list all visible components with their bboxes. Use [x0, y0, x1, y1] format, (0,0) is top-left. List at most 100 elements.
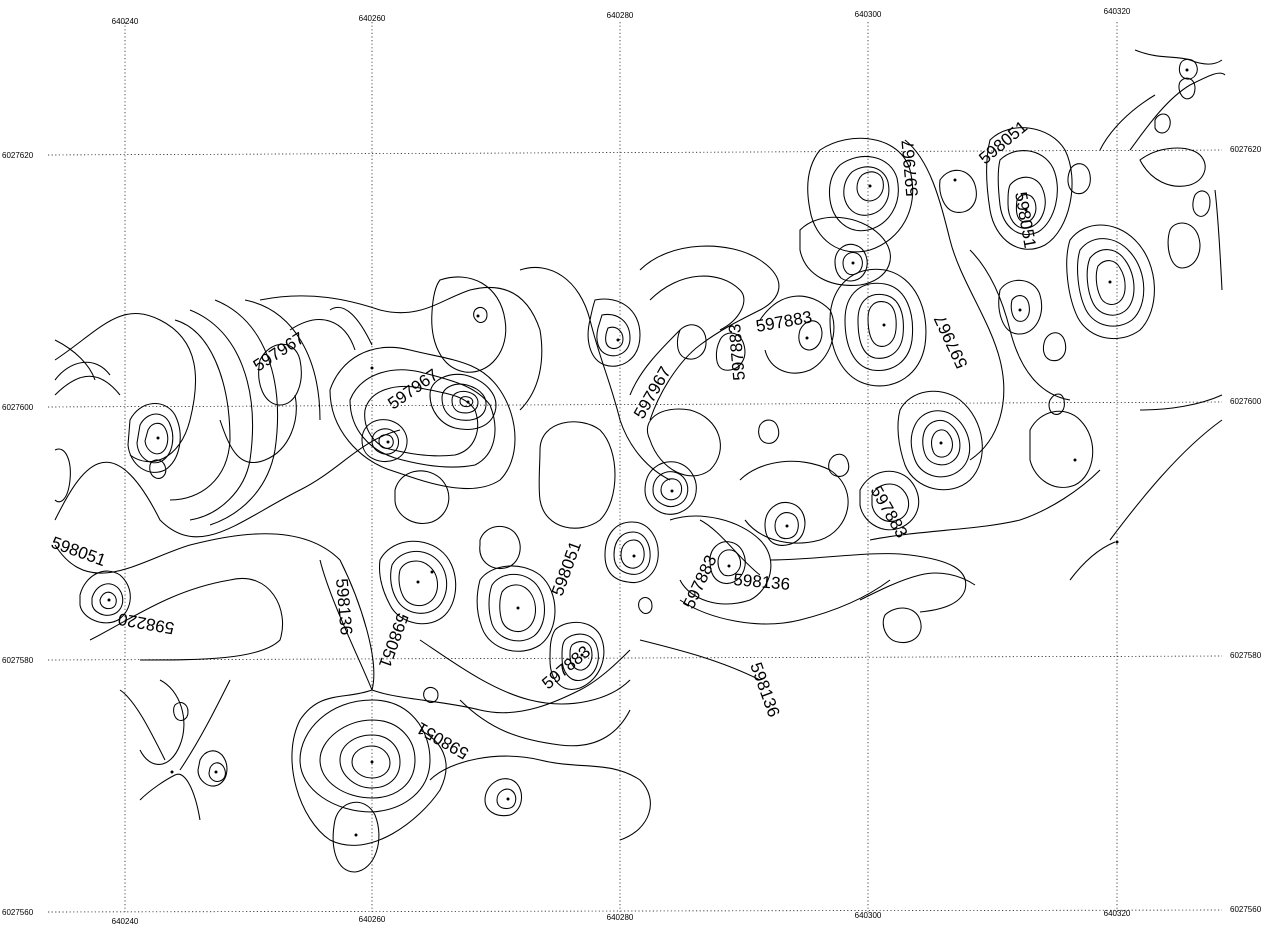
- contour-line: [764, 501, 806, 546]
- bottom-tick-label: 640260: [359, 915, 386, 924]
- contour-line: [173, 702, 189, 721]
- contour-line: [1066, 224, 1155, 339]
- contour-line: [867, 301, 897, 347]
- contour-line: [1015, 194, 1037, 223]
- contour-line: [922, 419, 961, 466]
- contour-line: [561, 633, 599, 682]
- sample-point: [1115, 540, 1119, 544]
- sample-point: [882, 323, 886, 327]
- contour-label: 598220: [117, 609, 176, 638]
- contour-label: 598051: [375, 611, 412, 671]
- contour-line: [639, 245, 780, 421]
- contour-line: [829, 156, 899, 232]
- sample-point: [939, 441, 943, 445]
- contour-label: 598051: [413, 718, 472, 763]
- contour-line: [859, 470, 920, 531]
- contour-label: 597883: [754, 307, 813, 336]
- contour-line: [679, 579, 891, 625]
- contour-line: [379, 540, 457, 625]
- contour-line: [930, 429, 954, 458]
- contour-line: [569, 641, 593, 671]
- contour-line: [834, 243, 868, 282]
- contour-line: [842, 252, 863, 276]
- contour-line: [1048, 393, 1065, 415]
- contour-line: [459, 699, 631, 747]
- contour-label: 598136: [332, 578, 356, 636]
- contour-lines: [54, 49, 1226, 873]
- contour-line: [1042, 332, 1067, 362]
- top-tick-label: 640240: [112, 17, 139, 26]
- contour-line: [1007, 176, 1046, 229]
- contour-line: [857, 293, 904, 359]
- sample-point: [506, 797, 510, 801]
- contour-line: [423, 687, 439, 703]
- contour-line: [644, 461, 697, 515]
- contour-line: [1178, 77, 1196, 100]
- contour-label: 598051: [49, 533, 109, 570]
- contour-label: 598051: [975, 117, 1031, 168]
- contour-line: [136, 413, 174, 464]
- left-tick-label: 6027580: [2, 656, 34, 665]
- contour-line: [629, 329, 681, 396]
- contour-label: 598051: [1011, 190, 1040, 249]
- contour-line: [169, 319, 231, 501]
- right-tick-label: 6027560: [1230, 905, 1262, 914]
- contour-line: [969, 249, 1071, 401]
- contour-line: [660, 478, 683, 501]
- sample-point: [851, 261, 855, 265]
- sample-point: [580, 653, 584, 657]
- contour-line: [378, 434, 394, 449]
- left-tick-label: 6027620: [2, 151, 34, 160]
- top-tick-label: 640260: [359, 14, 386, 23]
- sample-point: [1108, 280, 1112, 284]
- contour-line: [319, 719, 416, 799]
- contour-label: 597883: [725, 323, 749, 381]
- sample-point: [386, 440, 390, 444]
- sample-point: [1018, 308, 1022, 312]
- bottom-tick-label: 640240: [112, 917, 139, 925]
- contour-line: [1139, 394, 1223, 411]
- contour-line: [476, 565, 556, 652]
- contour-line: [605, 326, 624, 349]
- contour-line: [807, 137, 914, 253]
- contour-line: [709, 541, 746, 585]
- contour-line: [1029, 410, 1094, 488]
- contour-line: [219, 394, 297, 463]
- sample-points: [107, 68, 1189, 837]
- sample-point: [354, 833, 358, 837]
- contour-label: 598136: [733, 570, 791, 594]
- contour-line: [910, 410, 971, 478]
- contour-line: [1214, 189, 1223, 291]
- contour-line: [1178, 58, 1198, 80]
- contour-line: [652, 471, 689, 508]
- sample-point: [1185, 68, 1189, 72]
- contour-line: [871, 483, 910, 522]
- contour-line: [139, 679, 185, 765]
- contour-line: [332, 801, 380, 873]
- northing-gridline: [47, 655, 1223, 661]
- contour-label: 598136: [746, 660, 783, 720]
- contour-label: 597967: [898, 139, 922, 197]
- contour-line: [769, 553, 967, 613]
- northing-gridline: [47, 149, 1223, 156]
- sample-point: [632, 554, 636, 558]
- northing-gridline: [47, 401, 1223, 408]
- contour-line: [843, 166, 890, 216]
- contour-line: [99, 591, 117, 610]
- sample-point: [868, 184, 872, 188]
- contour-line: [1010, 295, 1030, 322]
- contour-line: [1139, 147, 1206, 187]
- contour-line: [79, 570, 131, 624]
- contour-line: [244, 299, 321, 421]
- contour-line: [739, 460, 849, 544]
- left-tick-label: 6027560: [2, 908, 34, 917]
- bottom-tick-label: 640280: [607, 913, 634, 922]
- right-tick-label: 6027620: [1230, 145, 1262, 154]
- sample-point: [805, 336, 809, 340]
- contour-line: [1134, 49, 1223, 65]
- contour-line: [319, 559, 631, 714]
- contour-line: [774, 512, 799, 540]
- contour-line: [119, 689, 166, 761]
- contour-line: [798, 320, 823, 351]
- sample-point: [516, 606, 520, 610]
